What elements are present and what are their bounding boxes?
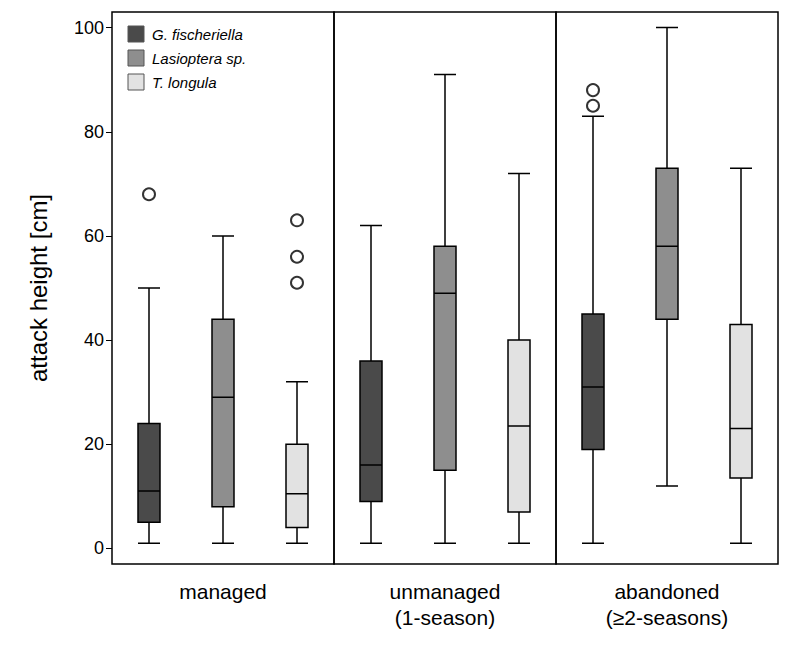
svg-text:(≥2-seasons): (≥2-seasons) [606, 606, 728, 629]
svg-text:G. fischeriella: G. fischeriella [152, 26, 243, 43]
svg-text:T. longula: T. longula [152, 74, 217, 91]
svg-text:100: 100 [74, 18, 104, 38]
svg-text:0: 0 [94, 538, 104, 558]
svg-text:Lasioptera sp.: Lasioptera sp. [152, 50, 246, 67]
svg-text:20: 20 [84, 434, 104, 454]
svg-text:40: 40 [84, 330, 104, 350]
svg-text:managed: managed [179, 580, 267, 603]
svg-text:80: 80 [84, 122, 104, 142]
svg-text:unmanaged: unmanaged [390, 580, 501, 603]
svg-text:60: 60 [84, 226, 104, 246]
svg-text:(1-season): (1-season) [395, 606, 495, 629]
svg-text:abandoned: abandoned [614, 580, 719, 603]
svg-text:attack height [cm]: attack height [cm] [25, 194, 52, 382]
